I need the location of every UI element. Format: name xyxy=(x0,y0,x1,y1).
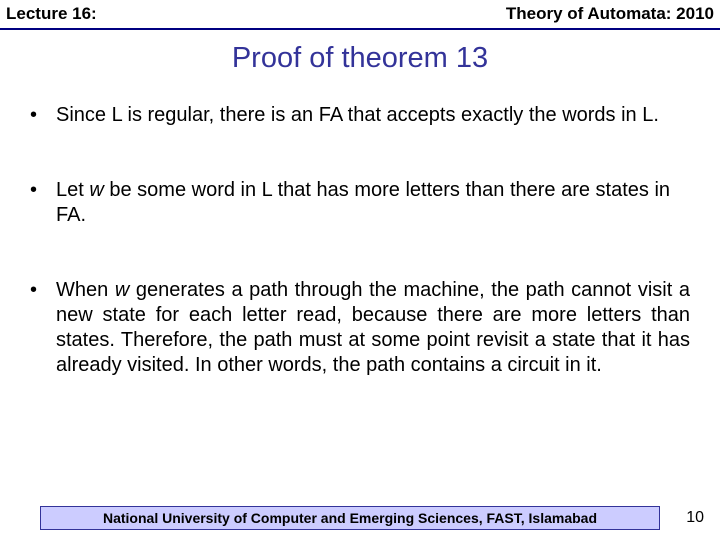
text-segment: Since L is regular, there is an FA that … xyxy=(56,104,659,126)
bullet-marker: • xyxy=(30,178,56,203)
text-segment: generates a path through the machine, th… xyxy=(56,279,690,376)
bullet-text: Since L is regular, there is an FA that … xyxy=(56,103,690,128)
bullet-text: When w generates a path through the mach… xyxy=(56,278,690,378)
slide-header: Lecture 16: Theory of Automata: 2010 xyxy=(0,0,720,30)
page-number: 10 xyxy=(660,509,708,527)
slide-footer: National University of Computer and Emer… xyxy=(0,506,720,530)
footer-institution: National University of Computer and Emer… xyxy=(40,506,660,530)
bullet-marker: • xyxy=(30,103,56,128)
bullet-marker: • xyxy=(30,278,56,303)
text-segment: be some word in L that has more letters … xyxy=(56,179,670,226)
bullet-item: • Let w be some word in L that has more … xyxy=(30,178,690,228)
bullet-item: • When w generates a path through the ma… xyxy=(30,278,690,378)
text-segment: Let xyxy=(56,179,89,201)
italic-segment: w xyxy=(115,279,129,301)
slide-title: Proof of theorem 13 xyxy=(0,42,720,75)
text-segment: When xyxy=(56,279,115,301)
slide-body: • Since L is regular, there is an FA tha… xyxy=(0,103,720,378)
lecture-label: Lecture 16: xyxy=(6,4,97,24)
italic-segment: w xyxy=(89,179,103,201)
bullet-item: • Since L is regular, there is an FA tha… xyxy=(30,103,690,128)
course-label: Theory of Automata: 2010 xyxy=(506,4,714,24)
bullet-text: Let w be some word in L that has more le… xyxy=(56,178,690,228)
